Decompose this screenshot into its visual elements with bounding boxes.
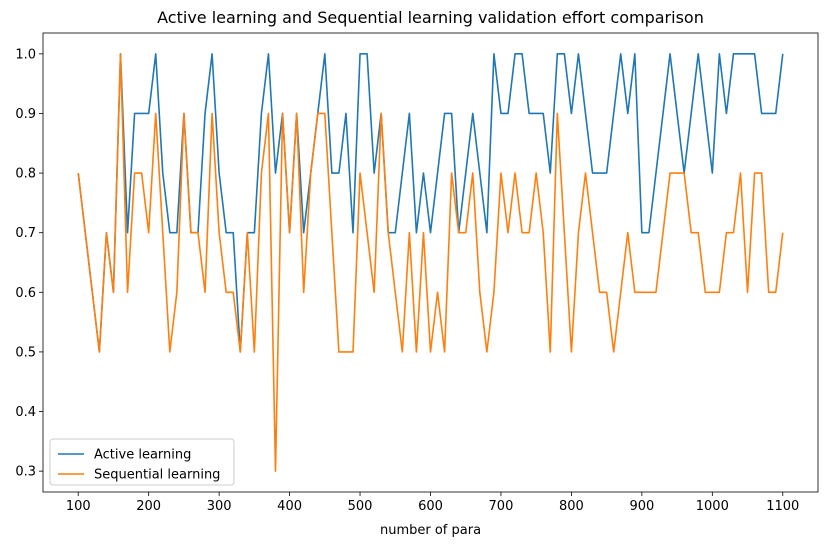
x-tick-label: 1100 <box>766 499 799 514</box>
y-tick-label: 0.5 <box>15 345 36 360</box>
x-tick-label: 500 <box>348 499 373 514</box>
x-axis: 100 200 300 400 500 600 700 800 900 1000 1100 <box>66 492 799 514</box>
series-lines <box>77 53 784 472</box>
plot-area: 100 200 300 400 500 600 700 800 900 1000 1100 0.30… <box>15 32 819 514</box>
y-tick-label: 0.9 <box>15 107 36 122</box>
x-tick-label: 400 <box>277 499 302 514</box>
y-axis: 0.3 0.4 0.5 0.6 0.7 0.8 0.9 1.0 <box>15 47 43 480</box>
legend-label: Sequential learning <box>94 468 220 483</box>
series-line-sequential-learning <box>77 53 784 472</box>
y-tick-label: 0.4 <box>15 405 36 420</box>
x-tick-label: 1000 <box>696 499 729 514</box>
y-tick-label: 0.6 <box>15 286 36 301</box>
legend: Active learning Sequential learning <box>49 438 235 486</box>
x-tick-label: 300 <box>207 499 232 514</box>
x-axis-label: number of para <box>380 523 481 538</box>
y-tick-label: 1.0 <box>15 47 36 62</box>
x-tick-label: 100 <box>66 499 91 514</box>
chart-title: Active learning and Sequential learning … <box>157 8 704 27</box>
y-tick-label: 0.8 <box>15 167 36 182</box>
legend-box <box>49 438 235 486</box>
x-tick-label: 900 <box>629 499 654 514</box>
legend-label: Active learning <box>94 448 191 463</box>
y-tick-label: 0.7 <box>15 226 36 241</box>
x-tick-label: 800 <box>559 499 584 514</box>
x-tick-label: 700 <box>489 499 514 514</box>
y-tick-label: 0.3 <box>15 465 36 480</box>
x-tick-label: 200 <box>136 499 161 514</box>
x-tick-label: 600 <box>418 499 443 514</box>
